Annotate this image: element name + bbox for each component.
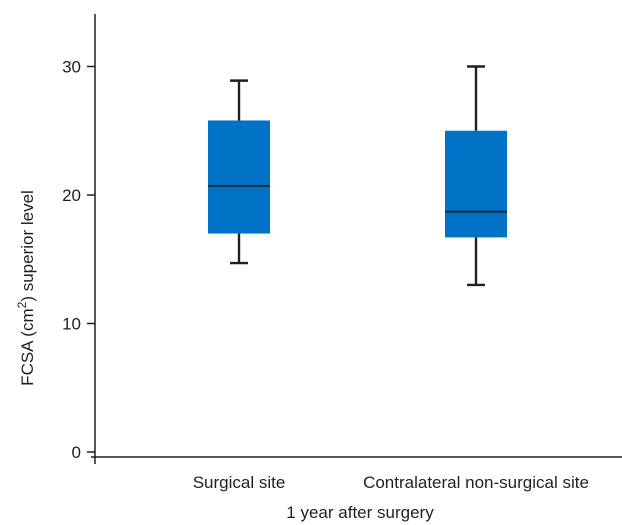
y-tick-label: 10: [62, 315, 81, 334]
y-axis-title-tail: ) superior level: [18, 190, 37, 302]
y-tick-label: 30: [62, 58, 81, 77]
y-tick-label: 20: [62, 186, 81, 205]
iqr-box: [445, 130, 507, 238]
x-axis-title: 1 year after surgery: [286, 503, 434, 522]
x-axis: Surgical site Contralateral non-surgical …: [91, 456, 622, 492]
boxes: [208, 65, 507, 287]
y-axis-title-main: FCSA (cm: [18, 308, 37, 385]
y-tick-label: 0: [72, 443, 81, 462]
y-axis-title-superscript: 2: [15, 301, 29, 308]
x-category-label: Surgical site: [193, 473, 286, 492]
y-axis-title: FCSA (cm2) superior level: [15, 190, 37, 386]
x-category-label: Contralateral non-surgical site: [363, 473, 589, 492]
box-1: [208, 79, 270, 265]
y-axis: 0 10 20 30: [62, 14, 96, 464]
box-2: [445, 65, 507, 287]
iqr-box: [208, 120, 270, 234]
